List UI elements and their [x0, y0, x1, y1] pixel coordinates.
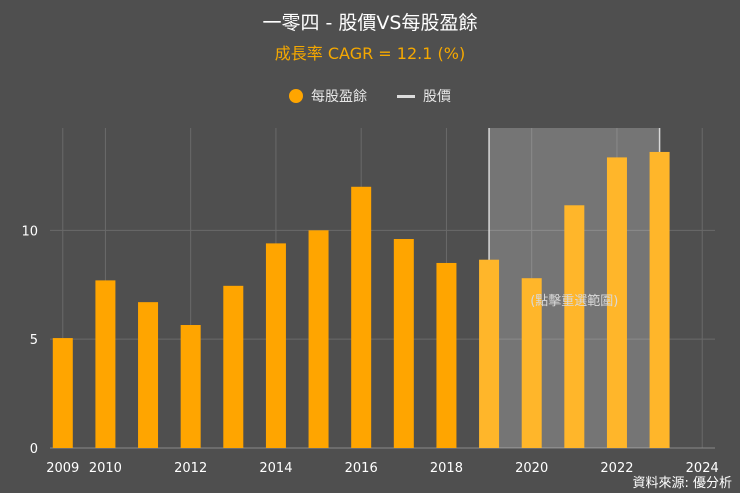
bar-2010 — [95, 280, 116, 448]
y-tick-label: 0 — [30, 442, 38, 457]
bar-2011 — [138, 302, 159, 448]
x-tick-label: 2024 — [686, 461, 719, 476]
y-tick-label: 10 — [21, 224, 38, 239]
bar-2009 — [52, 338, 73, 448]
x-tick-label: 2009 — [46, 461, 79, 476]
legend-dot-icon — [289, 89, 303, 103]
legend: 每股盈餘 股價 — [0, 86, 740, 106]
range-hint-label: (點擊重選範圍) — [530, 293, 618, 309]
bar-2012 — [180, 325, 201, 448]
legend-label-price: 股價 — [423, 89, 451, 105]
chart-title: 一零四 - 股價VS每股盈餘 — [262, 12, 478, 34]
chart-subtitle: 成長率 CAGR = 12.1 (%) — [274, 44, 466, 63]
x-tick-label: 2014 — [259, 461, 292, 476]
x-tick-label: 2016 — [345, 461, 378, 476]
legend-line-icon — [397, 94, 415, 98]
bar-2013 — [223, 285, 244, 448]
data-source: 資料來源: 優分析 — [632, 476, 732, 491]
x-tick-label: 2020 — [515, 461, 548, 476]
x-tick-label: 2012 — [174, 461, 207, 476]
bar-2018 — [436, 262, 457, 448]
x-tick-label: 2010 — [89, 461, 122, 476]
bar-2021 — [564, 205, 585, 448]
bar-2023 — [649, 151, 670, 449]
x-tick-label: 2022 — [600, 461, 633, 476]
legend-label-eps: 每股盈餘 — [311, 89, 367, 105]
bar-2014 — [265, 243, 286, 448]
y-tick-label: 5 — [30, 333, 38, 348]
legend-item-price[interactable]: 股價 — [397, 86, 451, 106]
x-tick-label: 2018 — [430, 461, 463, 476]
bar-2015 — [308, 230, 329, 448]
bar-2022 — [606, 157, 627, 448]
bar-2019 — [479, 259, 500, 448]
legend-item-eps[interactable]: 每股盈餘 — [289, 86, 367, 106]
bar-2017 — [393, 239, 414, 448]
bar-2016 — [351, 186, 372, 448]
bar-2020 — [521, 278, 542, 448]
